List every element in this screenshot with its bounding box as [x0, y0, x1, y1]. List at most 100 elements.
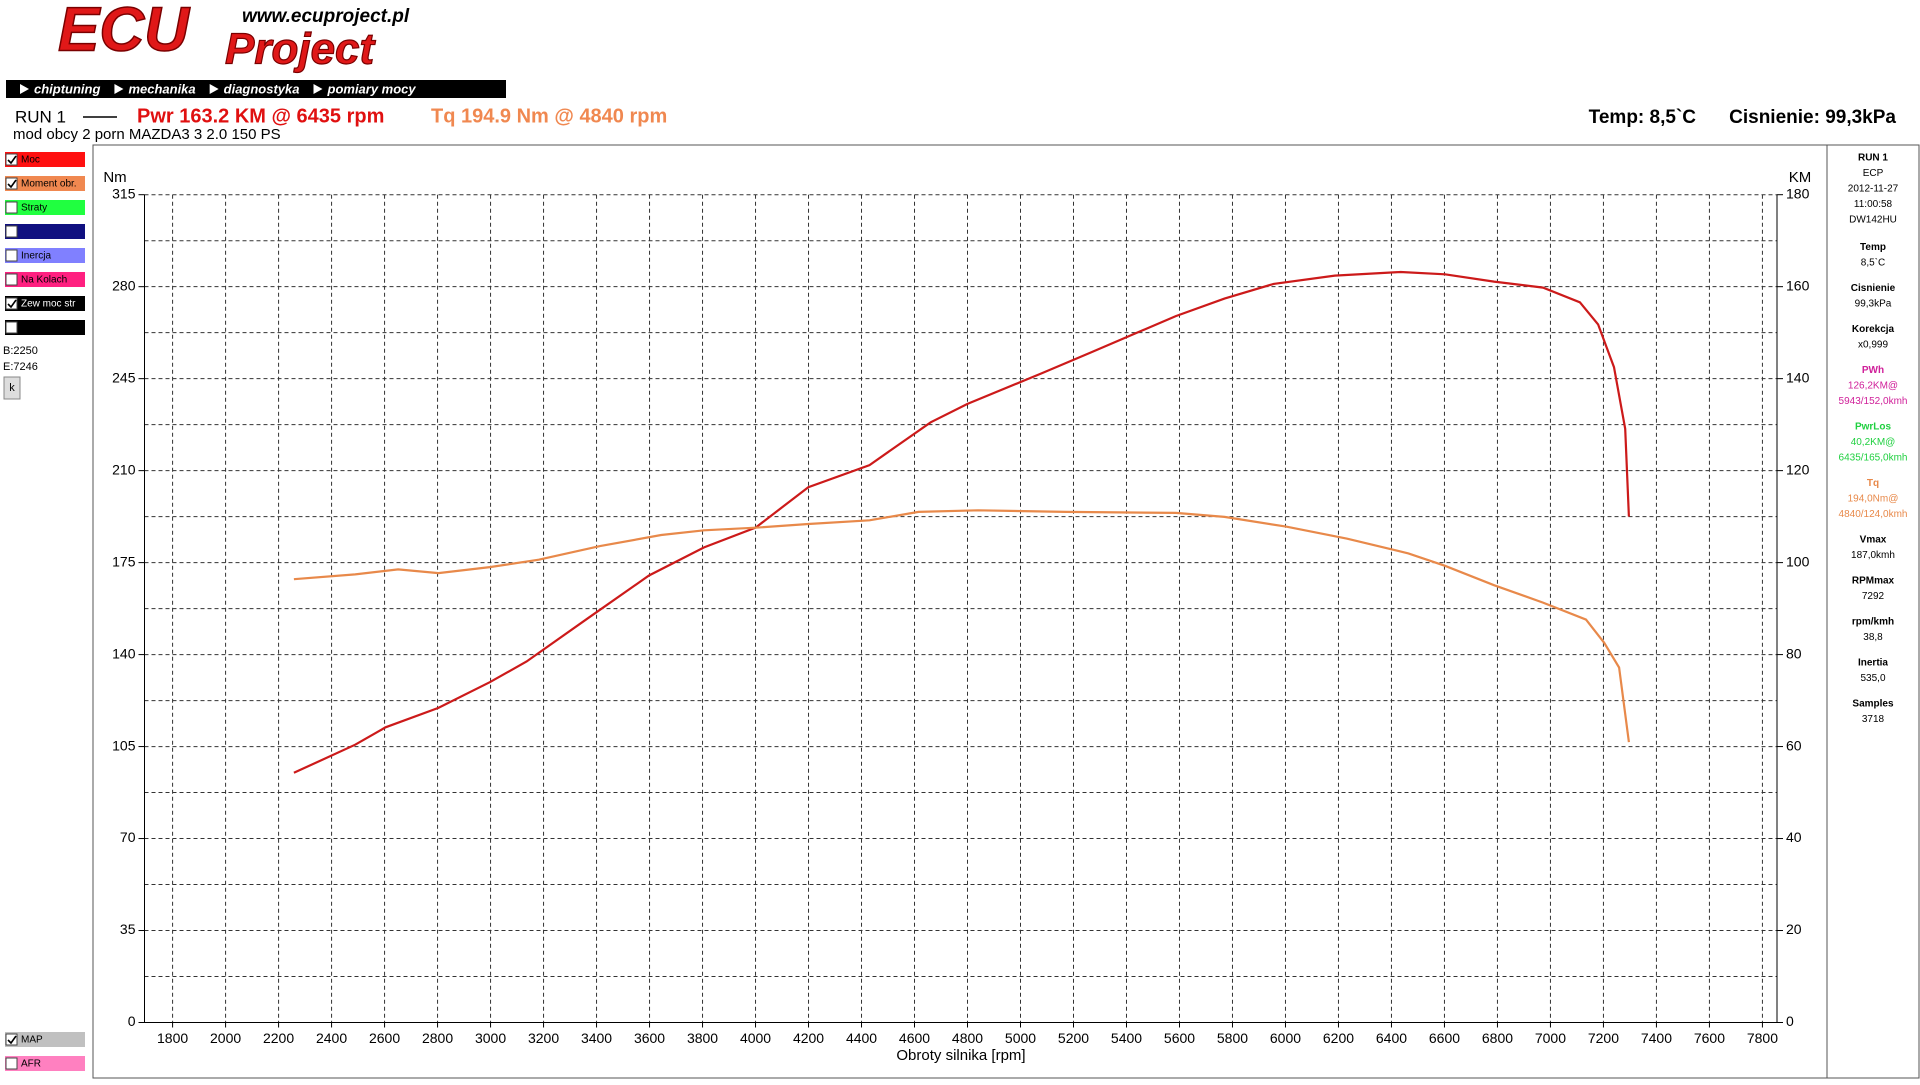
temp: Temp: 8,5`C [1589, 107, 1697, 128]
x-tick-label: 7800 [1747, 1030, 1778, 1046]
checkbox[interactable] [5, 177, 18, 190]
legend-label[interactable]: MAP [21, 1035, 43, 1046]
x-tick-label: 3200 [528, 1030, 559, 1046]
x-tick-label: 6000 [1270, 1030, 1301, 1046]
tagline-item: pomiary mocy [327, 81, 417, 96]
legend-label[interactable]: Moment obr. [21, 179, 77, 190]
legend-swatch[interactable] [5, 224, 85, 239]
x-tick-label: 7000 [1535, 1030, 1566, 1046]
info-text: 99,3kPa [1855, 299, 1892, 310]
pwr-summary: Pwr 163.2 KM @ 6435 rpm [137, 105, 384, 127]
legend-swatch[interactable] [5, 152, 85, 167]
checkbox[interactable] [5, 1033, 18, 1046]
y-tick-label: 245 [112, 369, 136, 385]
tagline-arrow [313, 84, 323, 94]
info-text: rpm/kmh [1852, 617, 1894, 628]
k-button[interactable] [3, 376, 21, 400]
x-tick-label: 2200 [263, 1030, 294, 1046]
x-tick-label: 4600 [899, 1030, 930, 1046]
y2-axis-label: KM [1789, 169, 1812, 186]
x-tick-label: 4400 [846, 1030, 877, 1046]
legend-swatch[interactable] [5, 200, 85, 215]
checkbox[interactable] [5, 249, 18, 262]
y-tick-label: 105 [112, 737, 136, 753]
y-tick-label: 0 [128, 1013, 136, 1029]
end-rpm: E:7246 [3, 361, 38, 373]
y-tick-label: 70 [120, 829, 136, 845]
y2-tick-label: 60 [1786, 737, 1802, 753]
legend-label[interactable]: Inercja [21, 251, 51, 262]
info-text: 126,2KM@ [1848, 381, 1898, 392]
info-text: 8,5`C [1861, 257, 1885, 269]
x-tick-label: 6800 [1482, 1030, 1513, 1046]
y2-tick-label: 20 [1786, 921, 1802, 937]
info-text: Inertia [1858, 658, 1888, 669]
checkbox[interactable] [5, 153, 18, 166]
info-text: 535,0 [1860, 673, 1885, 684]
info-text: 187,0kmh [1851, 550, 1895, 561]
info-frame [1826, 144, 1920, 1079]
tagline-item: diagnostyka [224, 81, 300, 96]
y2-tick-label: 180 [1786, 185, 1810, 201]
info-text: 4840/124,0kmh [1839, 509, 1908, 520]
logo-main: ECU [58, 0, 191, 64]
checkmark [7, 299, 17, 309]
info-text: DW142HU [1849, 215, 1897, 226]
x-tick-label: 2600 [369, 1030, 400, 1046]
info-text: Cisnienie [1851, 283, 1896, 294]
y-tick-label: 280 [112, 277, 136, 293]
checkbox[interactable] [5, 201, 18, 214]
pressure: Cisnienie: 99,3kPa [1729, 107, 1896, 128]
legend-swatch[interactable] [5, 1032, 85, 1047]
run-label: RUN 1 [15, 107, 66, 126]
legend-label[interactable]: Na Kolach [21, 275, 67, 286]
legend-swatch[interactable] [5, 248, 85, 263]
info-text: RPMmax [1852, 576, 1895, 587]
checkmark [7, 1035, 17, 1045]
legend-swatch[interactable] [5, 320, 85, 335]
checkbox[interactable] [5, 321, 18, 334]
legend-swatch[interactable] [5, 176, 85, 191]
checkbox[interactable] [5, 273, 18, 286]
k-button-label[interactable]: k [9, 382, 15, 394]
x-tick-label: 4000 [740, 1030, 771, 1046]
x-tick-label: 7400 [1641, 1030, 1672, 1046]
x-tick-label: 2800 [422, 1030, 453, 1046]
checkbox[interactable] [5, 225, 18, 238]
legend-swatch[interactable] [5, 296, 85, 311]
y2-tick-label: 100 [1786, 553, 1810, 569]
x-tick-label: 7600 [1694, 1030, 1725, 1046]
checkbox[interactable] [5, 1057, 18, 1070]
x-tick-label: 1800 [157, 1030, 188, 1046]
x-tick-label: 5600 [1164, 1030, 1195, 1046]
y-tick-label: 210 [112, 461, 136, 477]
tagline-arrow [114, 84, 124, 94]
y2-tick-label: 120 [1786, 461, 1810, 477]
y2-tick-label: 160 [1786, 277, 1810, 293]
tagline-arrow [20, 84, 29, 94]
x-tick-label: 3600 [634, 1030, 665, 1046]
legend-swatch[interactable] [5, 1056, 85, 1071]
x-tick-label: 5400 [1111, 1030, 1142, 1046]
y2-tick-label: 0 [1786, 1013, 1794, 1029]
checkbox[interactable] [5, 297, 18, 310]
legend-label[interactable]: Moc [21, 155, 40, 166]
description: mod obcy 2 porn MAZDA3 3 2.0 150 PS [13, 126, 281, 143]
x-axis-label: Obroty silnika [rpm] [896, 1047, 1025, 1064]
info-text: 7292 [1862, 591, 1885, 602]
legend-label[interactable]: Straty [21, 203, 47, 214]
series-line [293, 509, 1630, 743]
legend-label[interactable]: AFR [21, 1059, 41, 1070]
x-tick-label: 2400 [316, 1030, 347, 1046]
tagline-item: mechanika [128, 81, 195, 96]
info-text: 38,8 [1863, 632, 1883, 643]
legend-swatch[interactable] [5, 272, 85, 287]
legend-label[interactable]: Zew moc str [21, 299, 76, 310]
info-text: 2012-11-27 [1848, 184, 1899, 195]
x-tick-label: 5200 [1058, 1030, 1089, 1046]
info-text: 3718 [1862, 714, 1885, 725]
info-text: PwrLos [1855, 422, 1892, 433]
info-text: RUN 1 [1858, 153, 1888, 164]
info-text: Korekcja [1852, 324, 1895, 335]
